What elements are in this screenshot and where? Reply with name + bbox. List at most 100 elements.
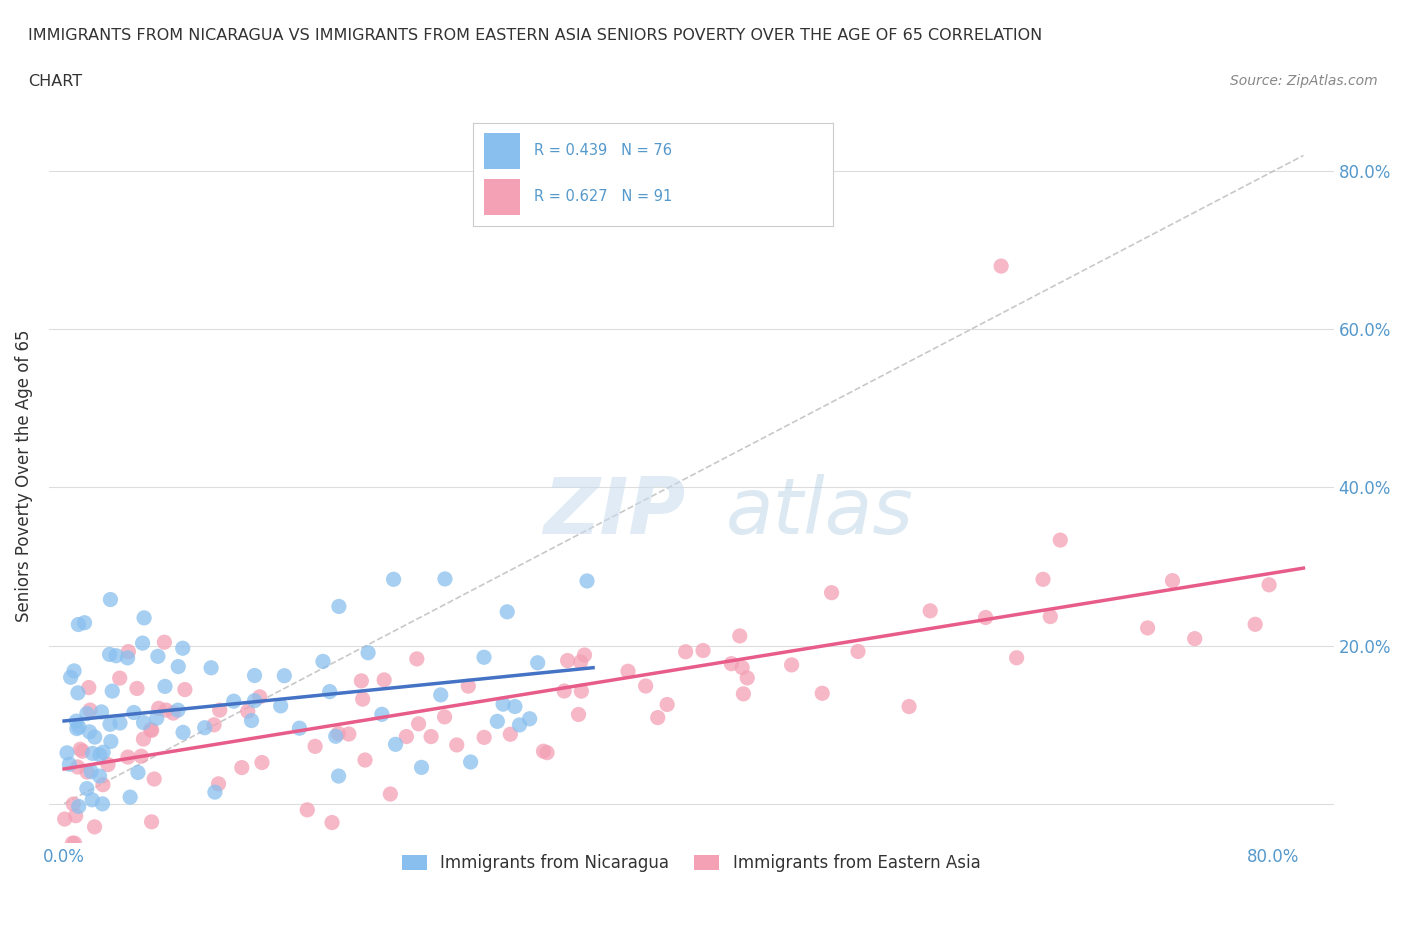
- Point: [139, 723, 162, 737]
- Point: [312, 654, 335, 669]
- Point: [117, 750, 139, 764]
- Point: [576, 574, 599, 589]
- Point: [920, 604, 942, 618]
- Point: [508, 718, 530, 733]
- Point: [557, 653, 579, 668]
- Point: [69, 742, 91, 757]
- Point: [98, 647, 121, 662]
- Point: [83, 819, 105, 834]
- Point: [647, 711, 669, 725]
- Point: [533, 744, 555, 759]
- Point: [91, 777, 114, 792]
- Point: [811, 685, 834, 700]
- Point: [574, 647, 596, 662]
- Point: [148, 701, 170, 716]
- Point: [76, 764, 98, 779]
- Point: [728, 629, 751, 644]
- Point: [127, 765, 149, 780]
- Point: [380, 787, 402, 802]
- Point: [66, 721, 89, 736]
- Point: [125, 681, 148, 696]
- Point: [733, 686, 755, 701]
- Point: [63, 663, 86, 678]
- Point: [492, 697, 515, 711]
- Point: [420, 729, 443, 744]
- Point: [780, 658, 803, 672]
- Point: [675, 644, 697, 659]
- Point: [100, 592, 122, 607]
- Point: [73, 616, 96, 631]
- Point: [1184, 631, 1206, 646]
- Point: [53, 812, 76, 827]
- Point: [352, 692, 374, 707]
- Point: [357, 645, 380, 660]
- Point: [731, 660, 754, 675]
- Point: [820, 585, 842, 600]
- Point: [321, 815, 343, 830]
- Point: [297, 803, 319, 817]
- Point: [172, 725, 194, 740]
- Point: [141, 815, 163, 830]
- Point: [167, 659, 190, 674]
- Point: [720, 657, 742, 671]
- Point: [990, 259, 1012, 273]
- Point: [499, 727, 522, 742]
- Point: [89, 748, 111, 763]
- Point: [207, 777, 229, 791]
- Point: [617, 664, 640, 679]
- Point: [105, 648, 128, 663]
- Point: [384, 737, 406, 751]
- Text: IMMIGRANTS FROM NICARAGUA VS IMMIGRANTS FROM EASTERN ASIA SENIORS POVERTY OVER T: IMMIGRANTS FROM NICARAGUA VS IMMIGRANTS …: [28, 28, 1042, 43]
- Text: atlas: atlas: [725, 474, 914, 551]
- Point: [536, 745, 558, 760]
- Point: [243, 668, 266, 683]
- Point: [146, 649, 169, 664]
- Point: [62, 836, 84, 851]
- Point: [1005, 650, 1028, 665]
- Point: [243, 693, 266, 708]
- Point: [503, 699, 526, 714]
- Point: [1039, 609, 1062, 624]
- Point: [208, 703, 231, 718]
- Point: [1136, 620, 1159, 635]
- Point: [222, 694, 245, 709]
- Point: [90, 705, 112, 720]
- Point: [433, 572, 456, 587]
- Point: [318, 684, 340, 699]
- Point: [167, 703, 190, 718]
- Point: [236, 704, 259, 719]
- Point: [89, 768, 111, 783]
- Point: [153, 679, 176, 694]
- Point: [108, 671, 131, 685]
- Point: [1032, 572, 1054, 587]
- Point: [249, 689, 271, 704]
- Point: [117, 650, 139, 665]
- Point: [446, 737, 468, 752]
- Point: [122, 705, 145, 720]
- Point: [898, 699, 921, 714]
- Point: [974, 610, 997, 625]
- Point: [173, 682, 195, 697]
- Point: [63, 836, 86, 851]
- Point: [97, 757, 120, 772]
- Point: [67, 618, 90, 632]
- Point: [129, 749, 152, 764]
- Point: [526, 656, 548, 671]
- Point: [371, 707, 394, 722]
- Point: [433, 710, 456, 724]
- Point: [172, 641, 194, 656]
- Text: CHART: CHART: [28, 74, 82, 89]
- Point: [328, 726, 350, 741]
- Point: [382, 572, 405, 587]
- Point: [98, 717, 121, 732]
- Point: [131, 636, 153, 651]
- Point: [82, 792, 104, 807]
- Point: [405, 651, 427, 666]
- Point: [270, 698, 292, 713]
- Point: [108, 715, 131, 730]
- Point: [65, 713, 87, 728]
- Point: [100, 734, 122, 749]
- Point: [155, 703, 177, 718]
- Point: [337, 726, 360, 741]
- Point: [132, 732, 155, 747]
